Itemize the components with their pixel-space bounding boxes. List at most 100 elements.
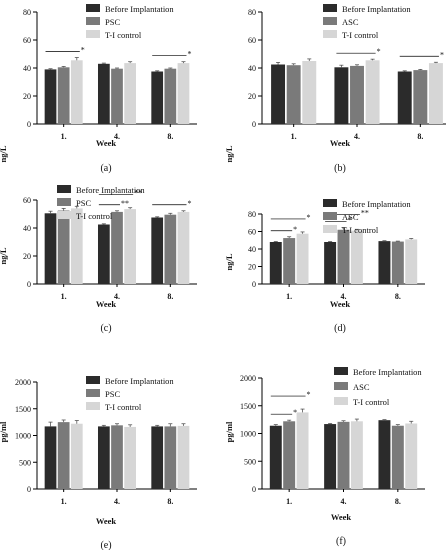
- legend-label: T-I control: [342, 225, 379, 235]
- x-tick-label: 8.: [395, 497, 401, 506]
- y-tick-label: 0: [27, 280, 31, 289]
- legend-label: Before Implantation: [105, 376, 174, 386]
- y-tick-label: 40: [23, 224, 31, 233]
- x-tick-label: 8.: [395, 292, 401, 301]
- legend-swatch: [86, 17, 100, 25]
- bar-t-i-control: [70, 208, 83, 284]
- bar-before-implantation: [151, 217, 164, 284]
- x-axis-label: Week: [330, 138, 351, 148]
- x-tick-label: 1.: [286, 497, 292, 506]
- y-tick-label: 20: [248, 92, 256, 101]
- bar-before-implantation: [44, 213, 57, 284]
- legend-swatch: [86, 30, 100, 38]
- x-tick-label: 4.: [341, 292, 347, 301]
- y-axis-label: ng/L: [224, 145, 234, 162]
- significance-marker: *: [307, 390, 311, 399]
- significance-marker: *: [293, 225, 297, 234]
- x-tick-label: 4.: [114, 497, 120, 506]
- panel-caption: (c): [100, 323, 111, 334]
- y-tick-label: 0: [252, 280, 256, 289]
- legend-swatch: [86, 402, 100, 410]
- bar-psc: [57, 67, 70, 124]
- significance-marker: **: [121, 199, 129, 208]
- x-tick-label: 1.: [286, 292, 292, 301]
- bar-psc: [111, 68, 123, 124]
- panel-caption: (d): [334, 323, 346, 334]
- y-axis-label: ng/L: [0, 145, 8, 162]
- y-tick-label: 40: [23, 64, 31, 73]
- significance-marker: *: [348, 216, 352, 225]
- legend-label: ASC: [353, 382, 370, 392]
- x-tick-label: 1.: [61, 497, 67, 506]
- bar-before-implantation: [97, 426, 110, 489]
- x-tick-label: 8.: [167, 497, 173, 506]
- legend-label: PSC: [105, 17, 120, 27]
- legend-swatch: [323, 225, 337, 233]
- y-tick-label: 60: [248, 36, 256, 45]
- y-tick-label: 0: [252, 485, 256, 494]
- bar-t-i-control: [302, 61, 317, 124]
- chart-panel-e: 0 500 1000 1500 2000 1. 4. 8. Before Implantatio…: [0, 376, 197, 550]
- legend-swatch: [323, 4, 337, 12]
- bar-before-implantation: [151, 71, 164, 124]
- bar-t-i-control: [350, 230, 363, 284]
- bar-before-implantation: [269, 425, 282, 489]
- legend-swatch: [334, 397, 348, 405]
- bar-t-i-control: [177, 425, 190, 489]
- legend-swatch: [86, 4, 100, 12]
- y-tick-label: 80: [248, 8, 256, 17]
- y-tick-label: 40: [248, 64, 256, 73]
- y-tick-label: 20: [23, 92, 31, 101]
- legend-swatch: [57, 198, 71, 206]
- legend-label: Before Implantation: [353, 367, 422, 377]
- legend-label: T-I control: [353, 397, 390, 407]
- x-tick-label: 8.: [167, 292, 173, 301]
- bar-t-i-control: [350, 421, 363, 489]
- bar-psc: [164, 68, 177, 124]
- y-tick-label: 2000: [240, 374, 256, 383]
- bar-before-implantation: [378, 420, 391, 489]
- panel-caption: (f): [336, 536, 346, 547]
- bar-asc: [286, 65, 301, 124]
- x-axis-label: Week: [96, 516, 117, 526]
- bar-asc: [283, 421, 296, 489]
- x-axis-label: Week: [96, 138, 117, 148]
- legend-label: T-I control: [105, 30, 142, 40]
- y-tick-label: 500: [19, 458, 31, 467]
- y-tick-label: 60: [23, 196, 31, 205]
- legend-label: T-I control: [105, 402, 142, 412]
- legend-swatch: [323, 30, 337, 38]
- y-tick-label: 20: [248, 263, 256, 272]
- bar-before-implantation: [324, 424, 337, 489]
- legend-swatch: [323, 199, 337, 207]
- y-tick-label: 60: [23, 36, 31, 45]
- bar-before-implantation: [97, 224, 110, 284]
- bar-asc: [350, 65, 364, 124]
- bar-before-implantation: [97, 63, 110, 124]
- significance-marker: *: [440, 50, 444, 59]
- bar-psc: [111, 211, 123, 284]
- y-tick-label: 500: [244, 457, 256, 466]
- legend-label: Before Implantation: [76, 185, 145, 195]
- y-tick-label: 80: [248, 210, 256, 219]
- bar-psc: [57, 422, 70, 489]
- legend-swatch: [86, 376, 100, 384]
- bar-before-implantation: [324, 242, 337, 284]
- y-tick-label: 0: [27, 120, 31, 129]
- y-axis-label: ng/L: [224, 253, 234, 270]
- x-axis-label: Week: [96, 299, 117, 309]
- y-tick-label: 20: [23, 252, 31, 261]
- y-tick-label: 2000: [15, 378, 31, 387]
- bar-psc: [111, 425, 123, 489]
- panel-caption: (a): [100, 163, 111, 174]
- bar-before-implantation: [334, 67, 349, 124]
- bar-before-implantation: [151, 426, 164, 489]
- legend-label: PSC: [105, 389, 120, 399]
- x-axis-label: Week: [330, 299, 351, 309]
- bar-t-i-control: [70, 60, 83, 124]
- y-tick-label: 0: [27, 485, 31, 494]
- legend-label: Before Implantation: [342, 199, 411, 209]
- significance-marker: *: [81, 46, 85, 55]
